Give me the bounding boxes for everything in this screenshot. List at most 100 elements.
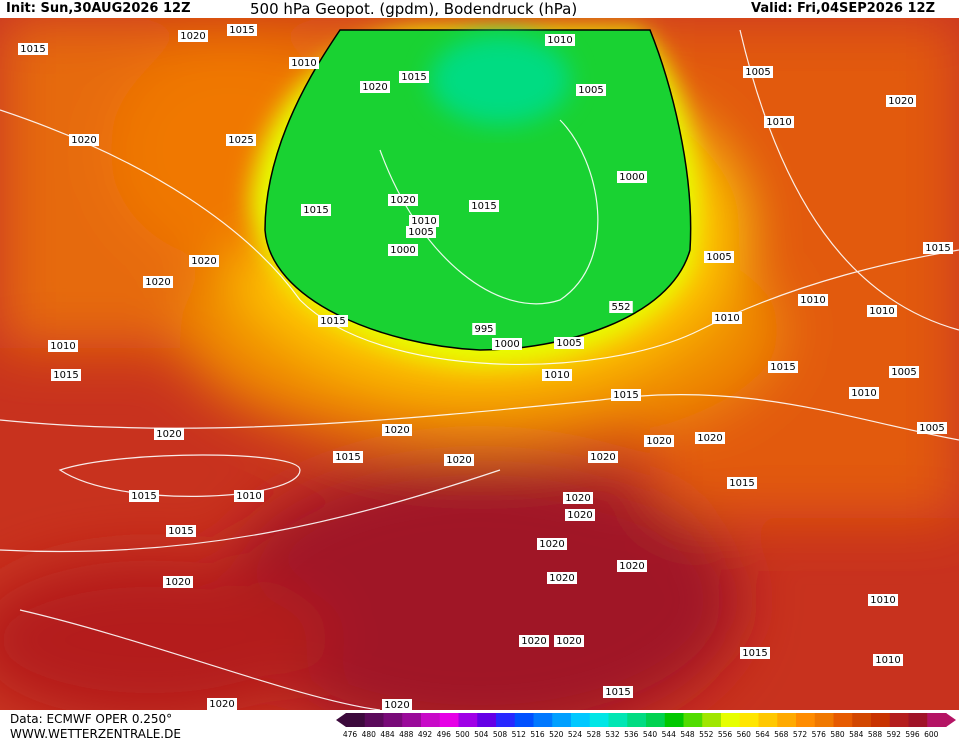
isobar-label-box	[234, 490, 264, 502]
scale-swatch	[383, 713, 403, 727]
isobar-label-box	[617, 171, 647, 183]
isobar-label: 1015	[729, 478, 754, 489]
isobar-label: 1015	[320, 316, 345, 327]
isobar-label-box	[743, 66, 773, 78]
isobar-label-box	[318, 315, 348, 327]
scale-swatch	[871, 713, 891, 727]
scale-swatch	[796, 713, 816, 727]
isobar-label-box	[798, 294, 828, 306]
isobar-label: 1010	[875, 655, 900, 666]
isobar-label-box	[143, 276, 173, 288]
isobar-label: 1015	[925, 243, 950, 254]
scale-swatch	[758, 713, 778, 727]
scale-swatch	[477, 713, 497, 727]
isobar-label: 1010	[291, 58, 316, 69]
isobar-label: 1015	[20, 44, 45, 55]
data-source: Data: ECMWF OPER 0.250°	[10, 712, 173, 726]
scale-swatch	[364, 713, 384, 727]
isobar-label: 1020	[888, 96, 913, 107]
isobar-label-box	[923, 242, 953, 254]
isobar-label-box	[563, 492, 593, 504]
isobar-label: 1010	[547, 35, 572, 46]
isobar-label-box	[537, 538, 567, 550]
map-title: 500 hPa Geopot. (gpdm), Bodendruck (hPa)	[250, 0, 578, 18]
isobar-label-box	[565, 509, 595, 521]
scale-label: 540	[643, 730, 658, 739]
scale-swatch	[927, 713, 947, 727]
isobar-label: 1020	[521, 636, 546, 647]
scale-label: 544	[662, 730, 677, 739]
scale-label: 600	[924, 730, 939, 739]
isobar-label-box	[886, 95, 916, 107]
isobar-label: 1005	[745, 67, 770, 78]
isobar-label: 1020	[180, 31, 205, 42]
isobar-label-box	[609, 301, 633, 313]
isobar-label: 1020	[191, 256, 216, 267]
isobar-label-box	[18, 43, 48, 55]
isobar-label: 1015	[471, 201, 496, 212]
scale-label: 596	[905, 730, 920, 739]
isobar-label-box	[469, 200, 499, 212]
isobar-label-box	[849, 387, 879, 399]
scale-swatch	[458, 713, 478, 727]
scale-label: 588	[868, 730, 883, 739]
isobar-label: 1005	[556, 338, 581, 349]
scale-arrow-left	[336, 713, 346, 727]
isobar-label-box	[444, 454, 474, 466]
field	[0, 18, 959, 710]
isobar-label-box	[588, 451, 618, 463]
isobar-label: 995	[474, 324, 493, 335]
scale-swatch	[852, 713, 872, 727]
scale-swatch	[739, 713, 759, 727]
scale-label: 580	[830, 730, 845, 739]
valid-time: Valid: Fri,04SEP2026 12Z	[750, 1, 935, 16]
scale-label: 568	[774, 730, 789, 739]
isobar-label: 1010	[236, 491, 261, 502]
isobar-label-box	[576, 84, 606, 96]
scale-swatch	[702, 713, 722, 727]
isobar-label: 1005	[891, 367, 916, 378]
isobar-label-box	[768, 361, 798, 373]
isobar-label: 1010	[714, 313, 739, 324]
isobar-label-box	[542, 369, 572, 381]
isobar-label-box	[333, 451, 363, 463]
isobar-label-box	[764, 116, 794, 128]
scale-label: 500	[455, 730, 470, 739]
isobar-label-box	[409, 215, 439, 227]
isobar-label-box	[545, 34, 575, 46]
scale-label: 508	[493, 730, 508, 739]
isobar-label-box	[189, 255, 219, 267]
isobar-label-box	[547, 572, 577, 584]
isobar-label-box	[382, 424, 412, 436]
scale-swatch	[346, 713, 366, 727]
isobar-label: 1005	[578, 85, 603, 96]
scale-swatch	[833, 713, 853, 727]
isobar-label-box	[51, 369, 81, 381]
isobar-label: 1015	[605, 687, 630, 698]
scale-swatch	[908, 713, 928, 727]
isobar-label: 1020	[384, 425, 409, 436]
isobar-label-box	[226, 134, 256, 146]
isobar-label: 1025	[228, 135, 253, 146]
isobar-label: 1005	[408, 227, 433, 238]
isobar-label: 1015	[335, 452, 360, 463]
init-time: Init: Sun,30AUG2026 12Z	[6, 1, 191, 16]
isobar-label-box	[740, 647, 770, 659]
scale-label: 548	[680, 730, 695, 739]
isobar-label: 1020	[71, 135, 96, 146]
isobar-label: 1000	[494, 339, 519, 350]
isobar-label: 1020	[156, 429, 181, 440]
isobar-label-box	[519, 635, 549, 647]
isobar-label: 1010	[800, 295, 825, 306]
scale-label: 516	[530, 730, 545, 739]
scale-label: 528	[587, 730, 602, 739]
isobar-label: 1020	[646, 436, 671, 447]
isobar-label-box	[178, 30, 208, 42]
isobar-label: 1005	[919, 423, 944, 434]
scale-arrow-right	[946, 713, 956, 727]
scale-label: 524	[568, 730, 583, 739]
isobar-label-box	[704, 251, 734, 263]
scale-label: 480	[362, 730, 377, 739]
